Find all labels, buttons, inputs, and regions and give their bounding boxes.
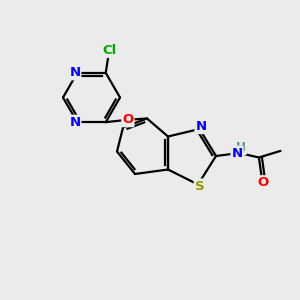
Text: O: O bbox=[122, 113, 134, 126]
Text: S: S bbox=[195, 179, 204, 193]
Text: N: N bbox=[195, 120, 207, 133]
Text: Cl: Cl bbox=[102, 44, 116, 57]
Text: N: N bbox=[69, 66, 80, 79]
Text: O: O bbox=[257, 176, 268, 189]
Text: N: N bbox=[69, 116, 80, 129]
Text: N: N bbox=[231, 146, 243, 160]
Text: H: H bbox=[236, 141, 246, 154]
